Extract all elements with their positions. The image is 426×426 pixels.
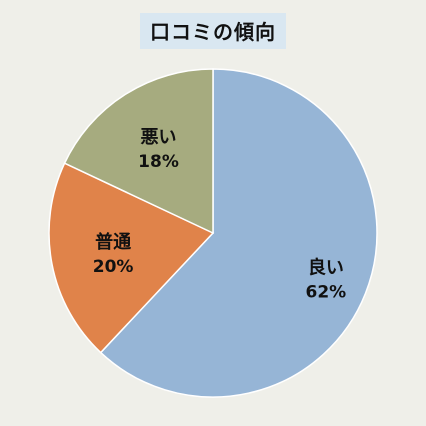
- chart-title: 口コミの傾向: [140, 13, 286, 49]
- slice-value-label: 20%: [93, 257, 134, 277]
- pie-slice-2: [48, 162, 215, 354]
- slice-label-1: 良い 62%: [305, 257, 346, 303]
- slice-label-3: 悪い 18%: [138, 127, 179, 172]
- slice-category-label: 良い: [308, 257, 344, 279]
- slice-category-label: 悪い: [141, 127, 177, 148]
- slice-category-label: 普通: [95, 231, 131, 253]
- slice-value-label: 62%: [305, 283, 346, 303]
- pie-slice-1: [99, 68, 378, 398]
- slice-value-label: 18%: [138, 152, 179, 172]
- pie-slice-3: [63, 68, 214, 235]
- slice-label-2: 普通 20%: [93, 231, 134, 277]
